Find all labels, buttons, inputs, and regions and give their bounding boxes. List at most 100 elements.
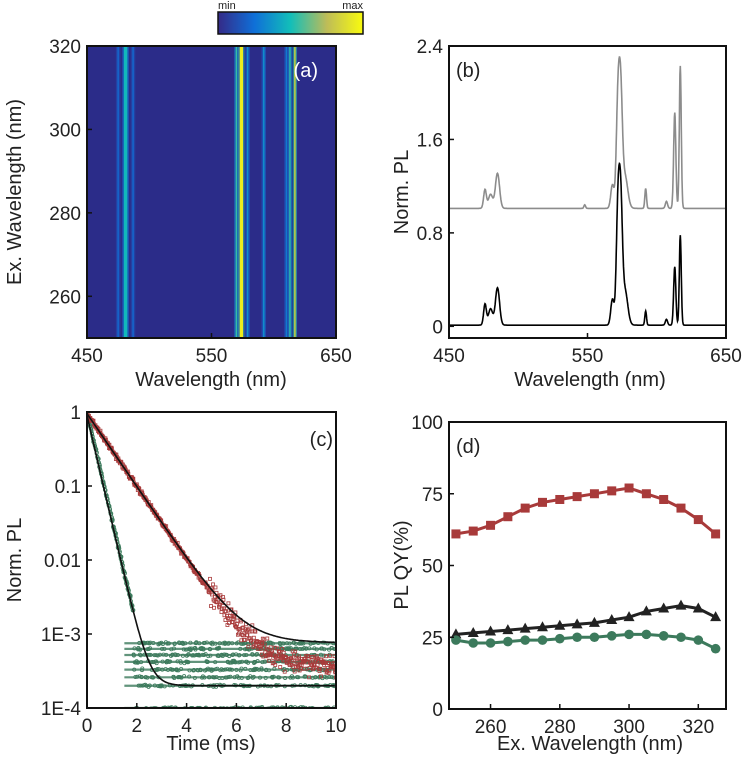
decay-point-red bbox=[221, 597, 226, 602]
decay-point-red bbox=[245, 633, 250, 638]
decay-point-red bbox=[246, 636, 251, 641]
y-tick-label: 300 bbox=[49, 120, 81, 141]
decay-point-red bbox=[276, 649, 281, 654]
decay-point-red bbox=[296, 663, 301, 668]
decay-point-red bbox=[278, 665, 283, 669]
qy-marker-triangle bbox=[571, 618, 583, 629]
qy-marker-triangle bbox=[623, 611, 635, 622]
decay-point-red bbox=[208, 576, 212, 581]
decay-point-red bbox=[266, 648, 271, 652]
y-tick-label: 1 bbox=[70, 403, 81, 424]
base-spectrum-line bbox=[449, 162, 726, 326]
decay-point-red bbox=[313, 665, 318, 670]
decay-point-red bbox=[234, 624, 238, 629]
decay-point-red bbox=[297, 654, 302, 659]
decay-point-red bbox=[324, 670, 329, 675]
y-tick-label: 100 bbox=[411, 413, 443, 434]
decay-point-green bbox=[218, 706, 223, 708]
y-tick-label: 75 bbox=[422, 485, 443, 506]
decay-point-green bbox=[144, 706, 149, 708]
panel-d-ylabel: PL QY(%) bbox=[391, 520, 413, 609]
decay-point-red bbox=[239, 638, 244, 643]
decay-point-green bbox=[229, 706, 234, 708]
heatmap-band bbox=[285, 46, 287, 338]
decay-point-green bbox=[300, 706, 305, 708]
qy-marker-square bbox=[468, 526, 478, 536]
decay-point-red bbox=[299, 663, 304, 668]
y-tick-label: 25 bbox=[422, 628, 443, 649]
heatmap-bands bbox=[115, 46, 298, 338]
decay-point-green bbox=[237, 706, 242, 708]
decay-point-green bbox=[311, 706, 316, 708]
decay-point-red bbox=[263, 654, 268, 659]
panel-d: 260 280 300 320 0 25 50 75 100 (d) Ex. Wavelengt… bbox=[391, 413, 727, 755]
x-tick-label: 8 bbox=[281, 716, 292, 737]
qy-marker-square bbox=[572, 492, 582, 502]
y-tick-label: 1.6 bbox=[417, 130, 443, 151]
decay-point-red bbox=[226, 601, 231, 606]
panel-c-label: (c) bbox=[310, 429, 333, 451]
x-tick-label: 650 bbox=[710, 346, 742, 367]
qy-marker-triangle bbox=[658, 602, 670, 613]
x-tick-label: 10 bbox=[325, 716, 346, 737]
qy-marker-triangle bbox=[536, 621, 548, 632]
qy-marker-square bbox=[486, 520, 496, 530]
qy-marker-circle bbox=[537, 635, 548, 645]
x-tick-label: 550 bbox=[196, 346, 228, 367]
qy-marker-triangle bbox=[450, 628, 462, 639]
decay-point-green bbox=[182, 706, 187, 708]
qy-marker-circle bbox=[520, 635, 530, 645]
qy-marker-circle bbox=[693, 635, 704, 645]
decay-point-red bbox=[293, 649, 298, 654]
panel-a-xlabel: Wavelength (nm) bbox=[135, 369, 287, 391]
x-tick-label: 2 bbox=[132, 716, 143, 737]
decay-point-red bbox=[246, 644, 251, 649]
decay-point-red bbox=[326, 660, 330, 665]
decay-point-red bbox=[234, 622, 239, 626]
decay-point-red bbox=[214, 599, 218, 604]
qy-marker-square bbox=[503, 512, 513, 522]
decay-point-red bbox=[213, 585, 218, 590]
qy-marker-square bbox=[607, 486, 617, 496]
decay-point-red bbox=[318, 666, 322, 671]
decay-point-red bbox=[237, 628, 242, 633]
qy-marker-circle bbox=[468, 638, 479, 648]
decay-point-red bbox=[252, 628, 257, 633]
decay-point-green bbox=[221, 706, 226, 708]
qy-marker-circle bbox=[485, 638, 496, 648]
qy-marker-square bbox=[589, 489, 599, 499]
qy-line bbox=[455, 604, 717, 636]
heatmap-band bbox=[263, 46, 265, 338]
heatmap-band bbox=[123, 46, 128, 338]
qy-marker-triangle bbox=[467, 626, 479, 637]
y-tick-label: 0.1 bbox=[55, 477, 81, 498]
qy-marker-triangle bbox=[710, 611, 722, 622]
qy-marker-circle bbox=[572, 632, 582, 643]
decay-point-red bbox=[224, 606, 229, 611]
decay-point-red bbox=[253, 629, 258, 634]
decay-point-green bbox=[273, 706, 278, 708]
decay-point-green bbox=[190, 706, 195, 708]
qy-marker-circle bbox=[710, 643, 721, 654]
y-tick-label: 2.4 bbox=[417, 37, 444, 58]
decay-point-red bbox=[277, 649, 282, 654]
qy-marker-triangle bbox=[692, 602, 704, 613]
qy-marker-square bbox=[537, 497, 547, 507]
decay-point-red bbox=[251, 635, 256, 640]
decay-point-red bbox=[309, 662, 314, 667]
qy-marker-triangle bbox=[502, 624, 514, 635]
x-tick-label: 450 bbox=[433, 346, 465, 367]
decay-point-red bbox=[326, 671, 331, 675]
decay-point-red bbox=[262, 642, 267, 647]
panel-d-label: (d) bbox=[456, 436, 480, 458]
y-tick-label: 260 bbox=[49, 287, 81, 308]
x-tick-label: 300 bbox=[613, 717, 645, 738]
panel-a-ylabel: Ex. Wavelength (nm) bbox=[4, 99, 26, 285]
y-tick-label: 280 bbox=[49, 204, 81, 225]
qy-marker-square bbox=[676, 503, 686, 513]
decay-point-red bbox=[270, 650, 275, 655]
decay-point-red bbox=[287, 663, 292, 668]
qy-marker-triangle bbox=[675, 599, 687, 610]
